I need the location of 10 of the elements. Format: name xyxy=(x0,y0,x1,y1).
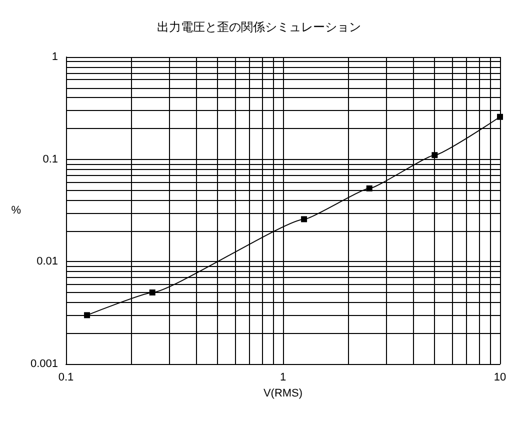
x-tick-label: 10 xyxy=(494,372,506,384)
x-tick-label: 0.1 xyxy=(58,372,74,384)
y-axis-title: % xyxy=(11,204,22,216)
x-axis-title: V(RMS) xyxy=(263,387,303,400)
y-tick-label: 0.01 xyxy=(36,256,58,268)
y-tick-label: 0.001 xyxy=(30,358,58,370)
y-tick-label: 0.1 xyxy=(42,153,58,166)
x-tick-label: 1 xyxy=(280,372,286,384)
y-tick-label: 1 xyxy=(52,51,58,63)
chart-title: 出力電圧と歪の関係シミュレーション xyxy=(157,20,361,34)
